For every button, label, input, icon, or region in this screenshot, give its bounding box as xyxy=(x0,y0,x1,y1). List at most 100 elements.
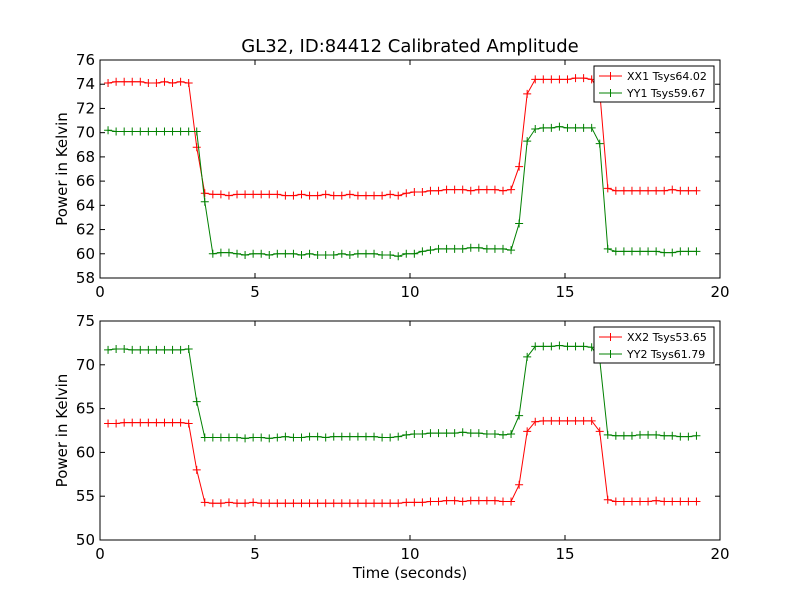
chart-0-series-1-point xyxy=(603,244,612,253)
chart-0-series-1-point xyxy=(257,249,266,258)
chart-0-series-1-point xyxy=(450,244,459,253)
chart-1-series-1-point xyxy=(257,433,266,442)
chart-0-series-1-point xyxy=(619,247,628,256)
chart-1-xtick-label: 5 xyxy=(250,545,260,563)
chart-0-series-1-point xyxy=(507,246,516,255)
chart-1-series-0-point xyxy=(192,465,201,474)
chart-0-series-1-point xyxy=(587,123,596,132)
chart-1-series-1-point xyxy=(128,345,137,354)
chart-1-series-0-point xyxy=(249,498,258,507)
chart-0-series-0-point xyxy=(442,185,451,194)
chart-1-series-1-point xyxy=(611,431,620,440)
chart-1-legend-marker xyxy=(606,333,615,341)
chart-1-ytick-label: 75 xyxy=(76,312,95,330)
chart-1-series-0-point xyxy=(224,498,233,507)
chart-0-series-1-point xyxy=(208,249,217,258)
chart-1-series-0-point xyxy=(668,497,677,506)
chart-1-series-0-point xyxy=(120,418,129,427)
chart-0-xtick-label: 0 xyxy=(95,283,105,301)
chart-0-series-1-point xyxy=(321,250,330,259)
chart-1-series-0-point xyxy=(353,499,362,508)
chart-1-series-1-point xyxy=(418,430,427,439)
chart-1-series-0-point xyxy=(160,418,169,427)
chart-0-series-1-point xyxy=(563,123,572,132)
chart-0-series-0-point xyxy=(507,185,516,194)
chart-1-series-1-point xyxy=(684,432,693,441)
chart-1-series-1-point xyxy=(434,429,443,438)
chart-0-series-0-point xyxy=(668,185,677,194)
chart-1-series-1-point xyxy=(571,342,580,351)
chart-0-ytick-label: 66 xyxy=(76,172,95,190)
chart-0-series-0-point xyxy=(652,186,661,195)
chart-1-series-0-point xyxy=(152,418,161,427)
chart-0-ytick-label: 70 xyxy=(76,124,95,142)
chart-1-series-1-point xyxy=(442,429,451,438)
chart-1-series-0-point xyxy=(168,418,177,427)
chart-1-series-0-point xyxy=(652,496,661,505)
chart-0-series-0-point xyxy=(176,77,185,86)
chart-0-series-1-point xyxy=(313,250,322,259)
chart-0-series-0-point xyxy=(192,143,201,152)
chart-1-series-0-point xyxy=(313,499,322,508)
chart-1-series-0-point xyxy=(442,496,451,505)
chart-0-series-0-point xyxy=(547,75,556,84)
chart-0-series-0-point xyxy=(313,191,322,200)
chart-1-series-1-point xyxy=(200,433,209,442)
chart-0-series-0-point xyxy=(386,190,395,199)
chart-0-series-0-point xyxy=(152,79,161,88)
chart-1-series-0-point xyxy=(257,499,266,508)
chart-1-series-1-point xyxy=(394,432,403,441)
chart-0-series-1-point xyxy=(249,249,258,258)
chart-1-series-1-point xyxy=(281,432,290,441)
chart-1-series-0-point xyxy=(305,499,314,508)
chart-1-series-1-point xyxy=(289,433,298,442)
chart-0-ytick-label: 72 xyxy=(76,99,95,117)
chart-1-series-0-point xyxy=(208,499,217,508)
chart-0-series-0-point xyxy=(482,185,491,194)
chart-1-ytick-label: 50 xyxy=(76,531,95,549)
chart-1-legend-marker xyxy=(606,350,615,358)
chart-1-series-0-point xyxy=(361,499,370,508)
chart-0-series-1-point xyxy=(531,125,540,134)
chart-1-series-0-point xyxy=(370,499,379,508)
chart-1-series-0-point xyxy=(176,418,185,427)
chart-1-series-0-point xyxy=(587,416,596,425)
chart-0-ytick-label: 60 xyxy=(76,245,95,263)
chart-0-series-0-point xyxy=(128,77,137,86)
chart-0-series-0-point xyxy=(402,189,411,198)
chart-1-series-1-point xyxy=(539,342,548,351)
chart-0-series-1-point xyxy=(523,137,532,146)
chart-0-series-0-point xyxy=(345,190,354,199)
chart-1-series-1-point xyxy=(482,430,491,439)
chart-0-legend-marker xyxy=(606,89,615,97)
chart-0-series-0-point xyxy=(676,186,685,195)
chart-0-series-1-point xyxy=(168,127,177,136)
chart-0-series-0-point xyxy=(636,186,645,195)
chart-0-series-0-point xyxy=(321,190,330,199)
chart-1-series-1-point xyxy=(224,433,233,442)
chart-1-xlabel: Time (seconds) xyxy=(352,564,468,582)
chart-0-ytick-label: 68 xyxy=(76,148,95,166)
chart-1-series-1-point xyxy=(329,432,338,441)
chart-1-legend-label: YY2 Tsys61.79 xyxy=(626,348,705,361)
chart-1-series-1-point xyxy=(378,433,387,442)
chart-1-series-0-point xyxy=(660,497,669,506)
chart-0-series-0-point xyxy=(603,184,612,193)
chart-0-series-1-point xyxy=(184,127,193,136)
chart-0-series-1-point xyxy=(555,122,564,131)
chart-1-series-0-point xyxy=(241,499,250,508)
chart-1-series-1-point xyxy=(402,430,411,439)
chart-0-series-0-point xyxy=(410,188,419,197)
chart-1-series-1-point xyxy=(216,433,225,442)
chart-1-series-0-point xyxy=(345,499,354,508)
chart-0-series-1-point xyxy=(386,250,395,259)
chart-1-series-0-point xyxy=(523,427,532,436)
chart-1-xtick-label: 20 xyxy=(710,545,729,563)
chart-1-series-1-point xyxy=(515,411,524,420)
chart-1-series-0-point xyxy=(402,498,411,507)
chart-0-ytick-label: 62 xyxy=(76,221,95,239)
chart-0-series-1-point xyxy=(104,126,113,135)
chart-1-series-0-point xyxy=(289,499,298,508)
chart-0-series-0-point xyxy=(224,191,233,200)
chart-1-series-0-point xyxy=(426,497,435,506)
